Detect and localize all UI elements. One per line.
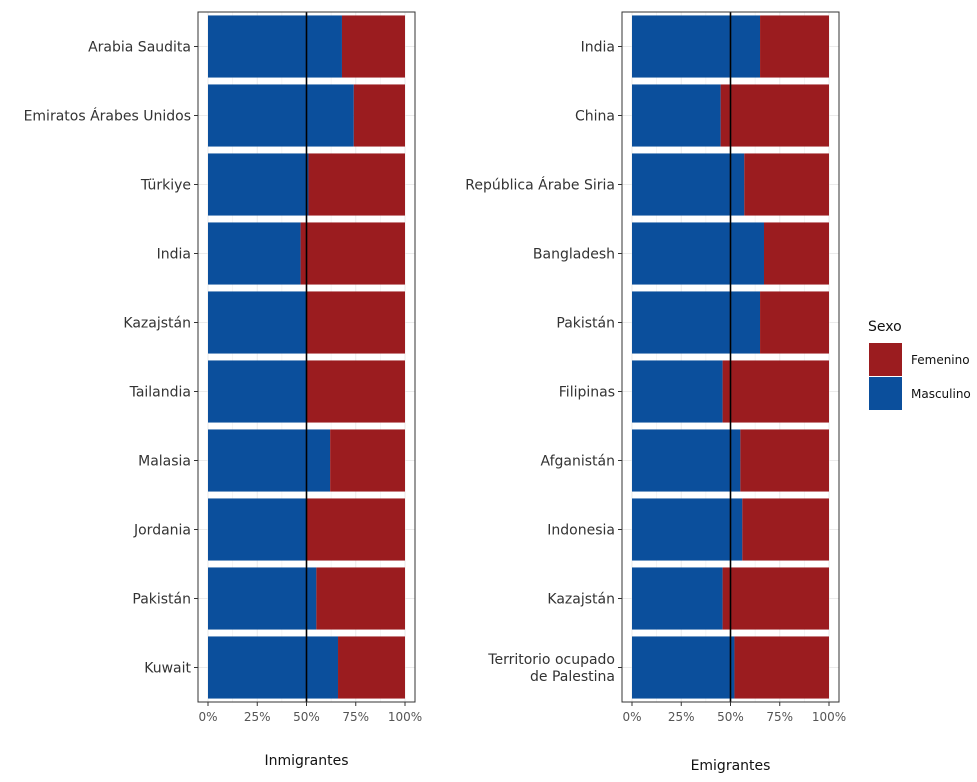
category-label: Arabia Saudita — [88, 40, 191, 56]
bar-masculino-afganistan — [632, 429, 741, 492]
bar-masculino-malasia — [208, 429, 331, 492]
bar-femenino-tailandia — [306, 360, 405, 423]
category-label: República Árabe Siria — [465, 177, 615, 194]
bar-femenino-afganistan — [740, 429, 829, 492]
bar-femenino-kazajstan — [306, 291, 405, 354]
legend-label-femenino: Femenino — [911, 353, 970, 367]
legend-label-masculino: Masculino — [911, 387, 971, 401]
bar-masculino-kazajstan — [208, 291, 307, 354]
bar-femenino-malasia — [330, 429, 405, 492]
bar-femenino-kazajstan — [722, 567, 829, 630]
x-tick-label: 50% — [717, 710, 744, 724]
category-label: India — [157, 247, 191, 263]
bar-masculino-india — [208, 222, 301, 285]
bar-masculino-arabia-saudita — [208, 15, 342, 78]
category-label: Pakistán — [556, 316, 615, 332]
category-label: Türkiye — [140, 178, 191, 194]
category-label: Afganistán — [541, 454, 615, 470]
bar-femenino-india — [300, 222, 405, 285]
category-label: Bangladesh — [533, 247, 615, 263]
legend-swatch-masculino — [869, 377, 902, 410]
bar-masculino-pakistan — [208, 567, 317, 630]
bar-masculino-republica-arabe-siria — [632, 153, 745, 216]
bar-femenino-turkiye — [308, 153, 405, 216]
bar-masculino-turkiye — [208, 153, 309, 216]
bar-femenino-territorio-ocupado-de-palestina — [734, 636, 829, 699]
x-tick-label: 100% — [388, 710, 422, 724]
bar-femenino-jordania — [306, 498, 405, 561]
bar-femenino-pakistan — [760, 291, 829, 354]
x-tick-label: 100% — [812, 710, 846, 724]
bar-femenino-arabia-saudita — [341, 15, 405, 78]
bar-masculino-jordania — [208, 498, 307, 561]
bar-masculino-tailandia — [208, 360, 307, 423]
x-tick-label: 25% — [668, 710, 695, 724]
category-label: India — [581, 40, 615, 56]
x-tick-label: 75% — [342, 710, 369, 724]
bar-masculino-china — [632, 84, 721, 147]
bar-masculino-indonesia — [632, 498, 743, 561]
category-label: Territorio ocupado de Palestina — [487, 652, 615, 685]
legend-swatch-femenino — [869, 343, 902, 376]
x-tick-label: 0% — [198, 710, 217, 724]
bar-femenino-bangladesh — [763, 222, 829, 285]
category-label: Malasia — [138, 454, 191, 470]
category-label: Emiratos Árabes Unidos — [24, 108, 191, 125]
legend: Sexo Femenino Masculino — [868, 319, 971, 410]
x-tick-label: 50% — [293, 710, 320, 724]
category-label: Kazajstán — [123, 316, 191, 332]
category-label: Tailandia — [129, 385, 191, 401]
bar-masculino-filipinas — [632, 360, 723, 423]
x-axis-title: Emigrantes — [691, 758, 771, 774]
panel-emigrantes: India China República Árabe Siria Banglades… — [465, 11, 846, 774]
bar-femenino-indonesia — [742, 498, 829, 561]
x-axis-title: Inmigrantes — [264, 753, 348, 769]
bar-femenino-republica-arabe-siria — [744, 153, 829, 216]
category-label: Kazajstán — [547, 592, 615, 608]
x-tick-label: 75% — [766, 710, 793, 724]
x-tick-label: 0% — [622, 710, 641, 724]
bar-masculino-emiratos-arabes-unidos — [208, 84, 354, 147]
bar-masculino-bangladesh — [632, 222, 764, 285]
category-label: Kuwait — [144, 661, 191, 677]
bar-masculino-pakistan — [632, 291, 761, 354]
category-label: China — [575, 109, 615, 125]
bar-masculino-kuwait — [208, 636, 339, 699]
bar-masculino-territorio-ocupado-de-palestina — [632, 636, 735, 699]
bar-femenino-china — [720, 84, 829, 147]
category-label: Filipinas — [559, 385, 615, 401]
legend-title: Sexo — [868, 319, 902, 335]
bar-masculino-kazajstan — [632, 567, 723, 630]
bar-masculino-india — [632, 15, 761, 78]
category-label: Indonesia — [547, 523, 615, 539]
category-label: Pakistán — [132, 592, 191, 608]
x-tick-label: 25% — [244, 710, 271, 724]
panel-inmigrantes: Arabia Saudita Emiratos Árabes Unidos Türk… — [24, 11, 422, 769]
bar-femenino-india — [760, 15, 829, 78]
bar-femenino-pakistan — [316, 567, 405, 630]
bar-femenino-kuwait — [338, 636, 405, 699]
category-label: Jordania — [133, 523, 191, 539]
bar-femenino-filipinas — [722, 360, 829, 423]
bar-femenino-emiratos-arabes-unidos — [353, 84, 405, 147]
